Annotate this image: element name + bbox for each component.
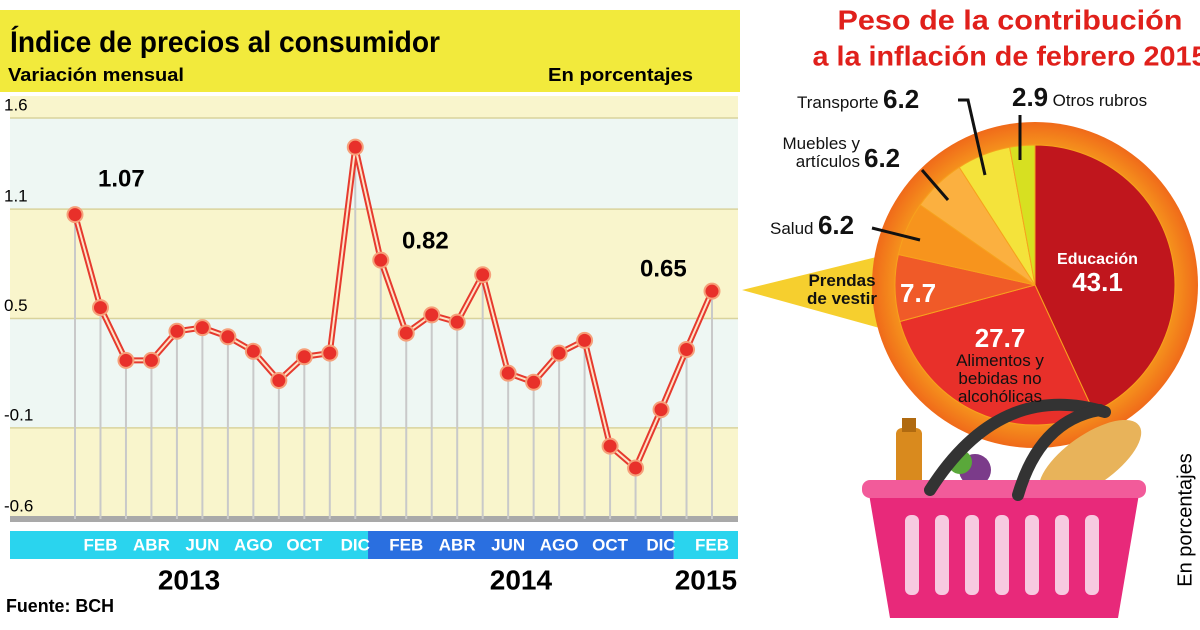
point bbox=[219, 328, 237, 346]
pie-label: 27.7 Alimentos y bebidas no alcohólicas bbox=[935, 323, 1065, 406]
x-tick-label: ABR bbox=[133, 535, 170, 554]
y-tick-label: -0.1 bbox=[4, 405, 33, 424]
label-value: 6.2 bbox=[817, 210, 855, 240]
label-name: Educación bbox=[1057, 251, 1138, 268]
x-tick-label: JUN bbox=[185, 535, 219, 554]
point bbox=[91, 299, 109, 317]
point bbox=[142, 351, 160, 369]
pie-label: 7.7 bbox=[900, 278, 937, 308]
point bbox=[576, 331, 594, 349]
x-tick-label: ABR bbox=[439, 535, 476, 554]
x-tick-label: JUN bbox=[491, 535, 525, 554]
pie-label: Educación 43.1 bbox=[1055, 251, 1140, 297]
plot-top bbox=[10, 96, 738, 118]
label-value: 43.1 bbox=[1072, 266, 1123, 297]
point bbox=[474, 266, 492, 284]
x-tick-label: AGO bbox=[540, 535, 579, 554]
subtitle: Variación mensual bbox=[8, 65, 184, 85]
label-name: Otros rubros bbox=[1052, 91, 1148, 110]
point bbox=[346, 138, 364, 156]
x-tick-label: DIC bbox=[646, 535, 675, 554]
pie-label: Transporte 6.2 bbox=[797, 84, 920, 114]
plot-band bbox=[10, 318, 738, 428]
x-tick-label: AGO bbox=[234, 535, 273, 554]
point bbox=[244, 342, 262, 360]
pie-label: Prendas de vestir bbox=[797, 272, 887, 308]
point bbox=[448, 313, 466, 331]
pie-label: 6.2 bbox=[864, 143, 901, 173]
x-tick-label: FEB bbox=[695, 535, 729, 554]
point bbox=[601, 437, 619, 455]
point bbox=[117, 351, 135, 369]
callout bbox=[742, 250, 905, 335]
point bbox=[652, 401, 670, 419]
leader-lines bbox=[871, 98, 1022, 242]
x-tick-label: OCT bbox=[592, 535, 629, 554]
axis-band bbox=[10, 531, 369, 559]
label-name: Transporte bbox=[797, 93, 879, 112]
x-tick-label: OCT bbox=[286, 535, 323, 554]
plot-band bbox=[10, 118, 738, 210]
header-band bbox=[0, 10, 740, 92]
label-value: 2.9 bbox=[1012, 82, 1049, 112]
label-value: 27.7 bbox=[974, 323, 1026, 353]
label-value: 6.2 bbox=[864, 143, 901, 173]
point bbox=[397, 324, 415, 342]
line-plot: -0.6 -0.1 0.5 1.1 1.6 2013 2014 2015 FEB ABR JUN AG… bbox=[4, 95, 738, 595]
point bbox=[168, 322, 186, 340]
data-label: 0.65 bbox=[640, 255, 687, 282]
point bbox=[550, 344, 568, 362]
pie-title: Peso de la contribución bbox=[838, 4, 1183, 35]
pie-slice bbox=[1009, 144, 1036, 286]
x-tick-label: FEB bbox=[389, 535, 423, 554]
point bbox=[372, 251, 390, 269]
point bbox=[270, 371, 288, 389]
point bbox=[193, 319, 211, 337]
label-value: 6.2 bbox=[883, 84, 920, 114]
label-name: Salud bbox=[770, 219, 814, 238]
pie-title: a la inflación de febrero 2015 bbox=[813, 40, 1200, 71]
y-tick-label: 1.1 bbox=[4, 187, 28, 206]
data-label: 0.82 bbox=[402, 227, 449, 254]
y-tick-label: 1.6 bbox=[4, 95, 28, 114]
point bbox=[66, 206, 84, 224]
year-label: 2013 bbox=[158, 564, 220, 595]
year-label: 2014 bbox=[490, 564, 553, 595]
point bbox=[499, 364, 517, 382]
point bbox=[423, 306, 441, 324]
label-value: 7.7 bbox=[900, 278, 937, 308]
unit-note: En porcentajes bbox=[1174, 453, 1196, 586]
label-name: Muebles y artículos bbox=[782, 134, 860, 171]
point bbox=[295, 348, 313, 366]
point bbox=[627, 459, 645, 477]
year-label: 2015 bbox=[675, 564, 737, 595]
x-tick-label: DIC bbox=[341, 535, 370, 554]
label-name: Alimentos y bebidas no alcohólicas bbox=[956, 351, 1044, 406]
unit-note: En porcentajes bbox=[548, 65, 693, 85]
pie bbox=[894, 144, 1176, 426]
pie-label: 2.9 Otros rubros bbox=[1012, 82, 1148, 112]
y-tick-label: -0.6 bbox=[4, 496, 33, 515]
data-label: 1.07 bbox=[98, 165, 145, 192]
point bbox=[321, 344, 339, 362]
pie-label: Muebles y artículos bbox=[760, 135, 860, 171]
point bbox=[703, 282, 721, 300]
source: Fuente: BCH bbox=[6, 596, 114, 616]
label-name: Prendas de vestir bbox=[807, 271, 877, 308]
basket bbox=[862, 398, 1146, 618]
point bbox=[525, 373, 543, 391]
axis-band bbox=[368, 531, 674, 559]
plot-band bbox=[10, 427, 738, 519]
axis-band bbox=[673, 531, 738, 559]
point bbox=[678, 340, 696, 358]
pie-label: Salud 6.2 bbox=[770, 210, 855, 240]
x-tick-label: FEB bbox=[83, 535, 117, 554]
chart-title: Índice de precios al consumidor bbox=[10, 25, 440, 59]
pie-slice bbox=[1034, 144, 1176, 413]
y-tick-label: 0.5 bbox=[4, 296, 28, 315]
